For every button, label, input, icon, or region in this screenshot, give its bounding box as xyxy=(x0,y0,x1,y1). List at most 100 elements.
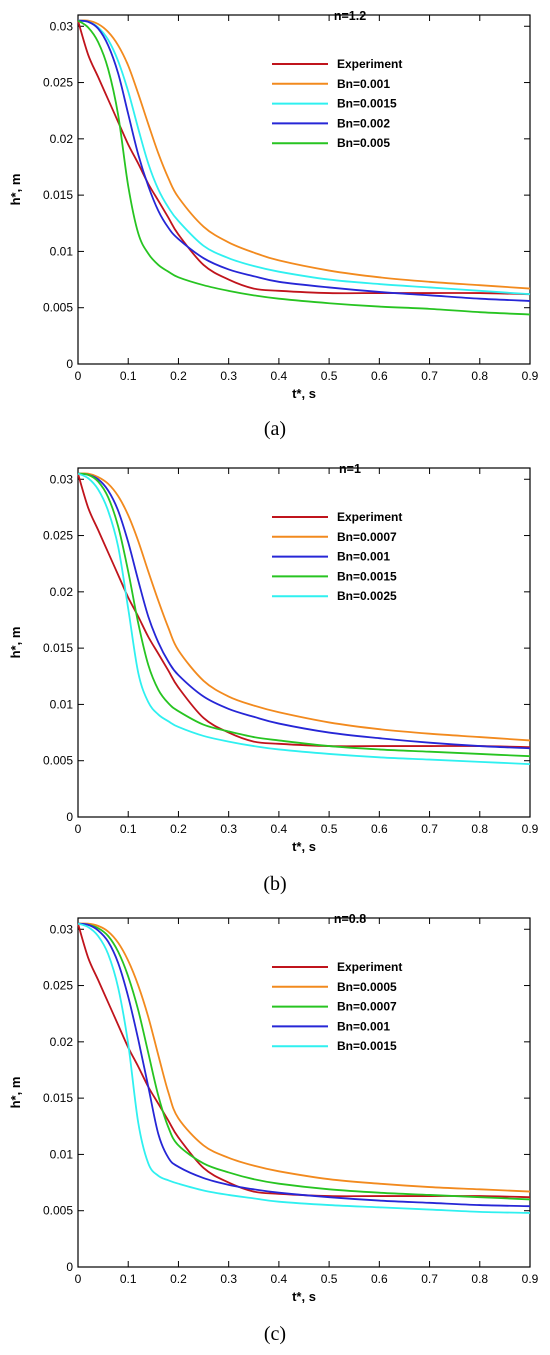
series-line-1 xyxy=(77,922,531,1193)
series-line-4 xyxy=(77,19,531,316)
y-tick-label: 0.005 xyxy=(43,301,73,315)
series-line-3 xyxy=(77,472,531,758)
x-tick-label: 0.8 xyxy=(471,822,488,836)
x-tick-label: 0.9 xyxy=(522,1272,539,1286)
y-axis-title: h*, m xyxy=(8,627,23,659)
x-tick-label: 0.3 xyxy=(220,369,237,383)
chart-annotation: n=0.8 xyxy=(334,912,366,926)
x-axis-title: t*, s xyxy=(292,1289,316,1304)
series-line-4 xyxy=(77,472,531,765)
legend-label: Experiment xyxy=(337,510,402,524)
x-tick-label: 0.7 xyxy=(421,1272,438,1286)
x-tick-label: 0.3 xyxy=(220,1272,237,1286)
legend-label: Bn=0.001 xyxy=(337,550,390,564)
series-line-3 xyxy=(77,922,531,1208)
y-tick-label: 0.01 xyxy=(50,244,74,258)
y-tick-label: 0.025 xyxy=(43,76,73,90)
x-tick-label: 0.9 xyxy=(522,822,539,836)
plot-frame xyxy=(77,467,531,818)
caption-a: (a) xyxy=(263,418,287,440)
y-tick-label: 0 xyxy=(66,357,73,371)
x-tick-label: 0.4 xyxy=(271,1272,288,1286)
x-tick-label: 0.1 xyxy=(120,822,137,836)
y-tick-label: 0.005 xyxy=(43,1204,73,1218)
y-tick-label: 0 xyxy=(66,810,73,824)
series-line-0 xyxy=(77,20,531,296)
y-tick-label: 0.005 xyxy=(43,754,73,768)
plot-frame xyxy=(77,917,531,1268)
x-tick-label: 0.1 xyxy=(120,1272,137,1286)
x-tick-label: 0.9 xyxy=(522,369,539,383)
chart-panel-a: 0 0.1 0.2 0.3 0.4 0.5 0.6 0.7 0.8 0.9 0 0.005 0.01 0.… xyxy=(0,0,550,455)
series-line-1 xyxy=(77,19,531,290)
x-tick-label: 0.4 xyxy=(271,369,288,383)
line-chart-b: 0 0.1 0.2 0.3 0.4 0.5 0.6 0.7 0.8 0.9 0 0.005 0.01 0.… xyxy=(8,462,539,854)
x-tick-label: 0.5 xyxy=(321,369,338,383)
y-tick-label: 0.02 xyxy=(50,1035,74,1049)
x-tick-label: 0.2 xyxy=(170,369,187,383)
x-tick-label: 0.4 xyxy=(271,822,288,836)
legend-label: Bn=0.0005 xyxy=(337,980,397,994)
x-tick-label: 0.3 xyxy=(220,822,237,836)
legend-label: Bn=0.0015 xyxy=(337,1039,397,1053)
x-tick-label: 0.8 xyxy=(471,1272,488,1286)
legend-label: Bn=0.0015 xyxy=(337,569,397,583)
legend-label: Bn=0.0015 xyxy=(337,97,397,111)
series-line-2 xyxy=(77,19,531,296)
line-chart-c: 0 0.1 0.2 0.3 0.4 0.5 0.6 0.7 0.8 0.9 0 0.005 0.01 0.… xyxy=(8,912,539,1304)
x-tick-label: 0.1 xyxy=(120,369,137,383)
x-tick-label: 0 xyxy=(75,1272,82,1286)
legend-label: Bn=0.002 xyxy=(337,116,390,130)
line-chart-a: 0 0.1 0.2 0.3 0.4 0.5 0.6 0.7 0.8 0.9 0 0.005 0.01 0.… xyxy=(8,9,539,401)
y-tick-label: 0.015 xyxy=(43,188,73,202)
chart-panel-b: 0 0.1 0.2 0.3 0.4 0.5 0.6 0.7 0.8 0.9 0 0.005 0.01 0.… xyxy=(0,453,550,908)
y-tick-label: 0.025 xyxy=(43,979,73,993)
x-tick-label: 0.2 xyxy=(170,1272,187,1286)
legend-label: Bn=0.005 xyxy=(337,136,390,150)
legend-label: Bn=0.0007 xyxy=(337,530,397,544)
y-tick-label: 0.03 xyxy=(50,472,74,486)
y-tick-label: 0.015 xyxy=(43,641,73,655)
legend-label: Experiment xyxy=(337,960,402,974)
series-line-0 xyxy=(77,923,531,1199)
plot-frame xyxy=(77,14,531,365)
y-tick-label: 0 xyxy=(66,1260,73,1274)
x-tick-label: 0.7 xyxy=(421,822,438,836)
y-tick-label: 0.02 xyxy=(50,585,74,599)
x-tick-label: 0.5 xyxy=(321,822,338,836)
x-tick-label: 0.7 xyxy=(421,369,438,383)
y-tick-label: 0.03 xyxy=(50,922,74,936)
y-tick-label: 0.03 xyxy=(50,19,74,33)
legend-label: Bn=0.0025 xyxy=(337,589,397,603)
series-line-4 xyxy=(77,922,531,1214)
legend-label: Bn=0.001 xyxy=(337,77,390,91)
caption-b: (b) xyxy=(263,873,287,895)
x-tick-label: 0.6 xyxy=(371,369,388,383)
series-line-2 xyxy=(77,472,531,750)
y-tick-label: 0.015 xyxy=(43,1091,73,1105)
legend-label: Bn=0.001 xyxy=(337,1019,390,1033)
x-tick-label: 0.5 xyxy=(321,1272,338,1286)
y-tick-label: 0.01 xyxy=(50,1147,74,1161)
x-tick-label: 0 xyxy=(75,822,82,836)
y-tick-label: 0.01 xyxy=(50,697,74,711)
x-tick-label: 0.2 xyxy=(170,822,187,836)
caption-c: (c) xyxy=(263,1323,287,1345)
legend-label: Bn=0.0007 xyxy=(337,1000,397,1014)
x-axis-title: t*, s xyxy=(292,386,316,401)
chart-annotation: n=1 xyxy=(339,462,361,476)
chart-annotation: n=1.2 xyxy=(334,9,366,23)
x-tick-label: 0.8 xyxy=(471,369,488,383)
y-tick-label: 0.02 xyxy=(50,132,74,146)
y-axis-title: h*, m xyxy=(8,174,23,206)
legend-label: Experiment xyxy=(337,57,402,71)
series-line-0 xyxy=(77,473,531,749)
x-tick-label: 0.6 xyxy=(371,1272,388,1286)
series-line-1 xyxy=(77,472,531,742)
series-line-2 xyxy=(77,922,531,1201)
y-axis-title: h*, m xyxy=(8,1077,23,1109)
chart-panel-c: 0 0.1 0.2 0.3 0.4 0.5 0.6 0.7 0.8 0.9 0 0.005 0.01 0.… xyxy=(0,903,550,1355)
x-tick-label: 0 xyxy=(75,369,82,383)
series-line-3 xyxy=(77,19,531,302)
x-tick-label: 0.6 xyxy=(371,822,388,836)
